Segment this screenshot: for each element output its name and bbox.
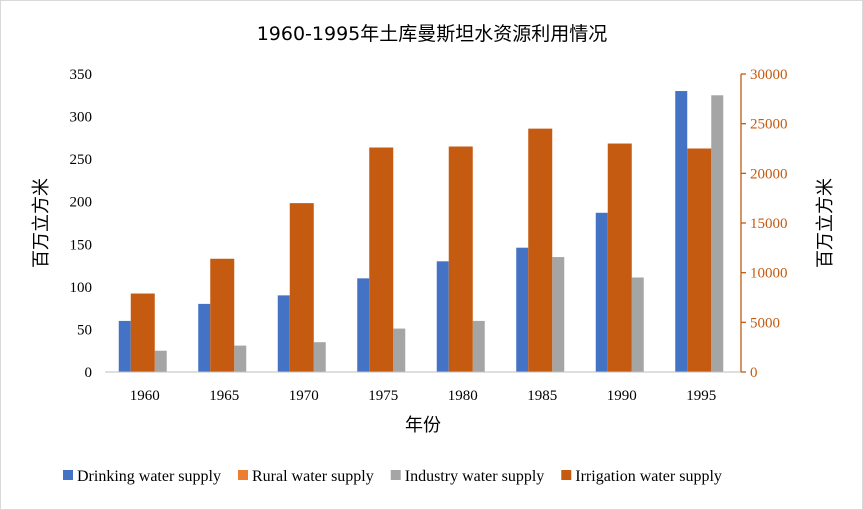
y-left-tick-label: 200	[70, 195, 93, 211]
y-axis-right-label: 百万立方米	[815, 178, 836, 268]
bar-irrigation-water-supply	[369, 147, 394, 372]
bar-drinking-water-supply	[198, 303, 211, 372]
x-tick-label: 1995	[686, 388, 716, 404]
y-right-tick-label: 15000	[750, 216, 788, 232]
bar-irrigation-water-supply	[528, 128, 553, 372]
bars-group	[118, 91, 724, 373]
bar-industry-water-supply	[552, 257, 565, 372]
bar-industry-water-supply	[313, 342, 326, 372]
legend-label: Rural water supply	[252, 468, 374, 485]
legend-swatch	[63, 470, 73, 480]
bar-drinking-water-supply	[516, 247, 529, 372]
y-axis-left-label: 百万立方米	[31, 178, 52, 268]
bar-irrigation-water-supply	[687, 148, 712, 372]
legend-swatch	[561, 470, 572, 480]
bar-industry-water-supply	[711, 95, 724, 373]
y-right-tick-label: 20000	[750, 166, 788, 182]
bar-irrigation-water-supply	[448, 146, 473, 372]
y-right-tick-label: 25000	[750, 117, 788, 133]
bar-drinking-water-supply	[357, 278, 370, 372]
legend-label: Industry water supply	[405, 468, 545, 485]
legend: Drinking water supply Rural water supply I…	[63, 468, 722, 485]
y-left-tick-label: 300	[70, 110, 93, 126]
bar-drinking-water-supply	[675, 91, 688, 373]
bar-industry-water-supply	[472, 320, 485, 372]
y-left-tick-label: 0	[85, 365, 93, 381]
y-left-tick-label: 250	[70, 152, 93, 168]
y-right-tick-label: 5000	[750, 315, 780, 331]
legend-label: Drinking water supply	[77, 468, 221, 485]
y-left-tick-label: 50	[77, 322, 92, 338]
y-right-tick-label: 30000	[750, 67, 788, 83]
bar-irrigation-water-supply	[289, 203, 314, 372]
bar-industry-water-supply	[631, 277, 644, 372]
legend-label: Irrigation water supply	[575, 468, 722, 485]
bar-drinking-water-supply	[118, 320, 131, 372]
bar-industry-water-supply	[393, 328, 406, 372]
x-tick-label: 1965	[209, 388, 239, 404]
y-left-tick-label: 150	[70, 237, 93, 253]
bar-drinking-water-supply	[595, 212, 608, 372]
y-left-tick-label: 350	[70, 67, 93, 83]
x-axis-ticks: 1960 1965 1970 1975 1980 1985 1990 1995	[130, 388, 717, 404]
bar-industry-water-supply	[154, 350, 167, 372]
bar-irrigation-water-supply	[130, 293, 155, 372]
bar-irrigation-water-supply	[210, 258, 235, 372]
bar-drinking-water-supply	[277, 295, 290, 372]
y-axis-left-ticks: 0 50 100 150 200 250 300 350	[70, 67, 93, 381]
x-tick-label: 1980	[448, 388, 478, 404]
bar-irrigation-water-supply	[607, 143, 632, 372]
y-left-tick-label: 100	[70, 280, 93, 296]
x-tick-label: 1960	[130, 388, 160, 404]
chart-title: 1960-1995年土库曼斯坦水资源利用情况	[257, 23, 608, 45]
legend-swatch	[390, 470, 401, 480]
x-tick-label: 1985	[527, 388, 557, 404]
x-tick-label: 1975	[368, 388, 398, 404]
y-right-tick-label: 10000	[750, 266, 788, 282]
y-right-tick-label: 0	[750, 365, 758, 381]
bar-industry-water-supply	[234, 345, 247, 372]
x-tick-label: 1990	[607, 388, 637, 404]
y-axis-right-ticks: 0 5000 10000 15000 20000 25000 30000	[741, 67, 788, 381]
x-tick-label: 1970	[289, 388, 319, 404]
x-axis-label: 年份	[405, 415, 441, 436]
bar-drinking-water-supply	[436, 261, 449, 372]
axes-group	[105, 74, 742, 373]
legend-swatch	[237, 470, 248, 480]
